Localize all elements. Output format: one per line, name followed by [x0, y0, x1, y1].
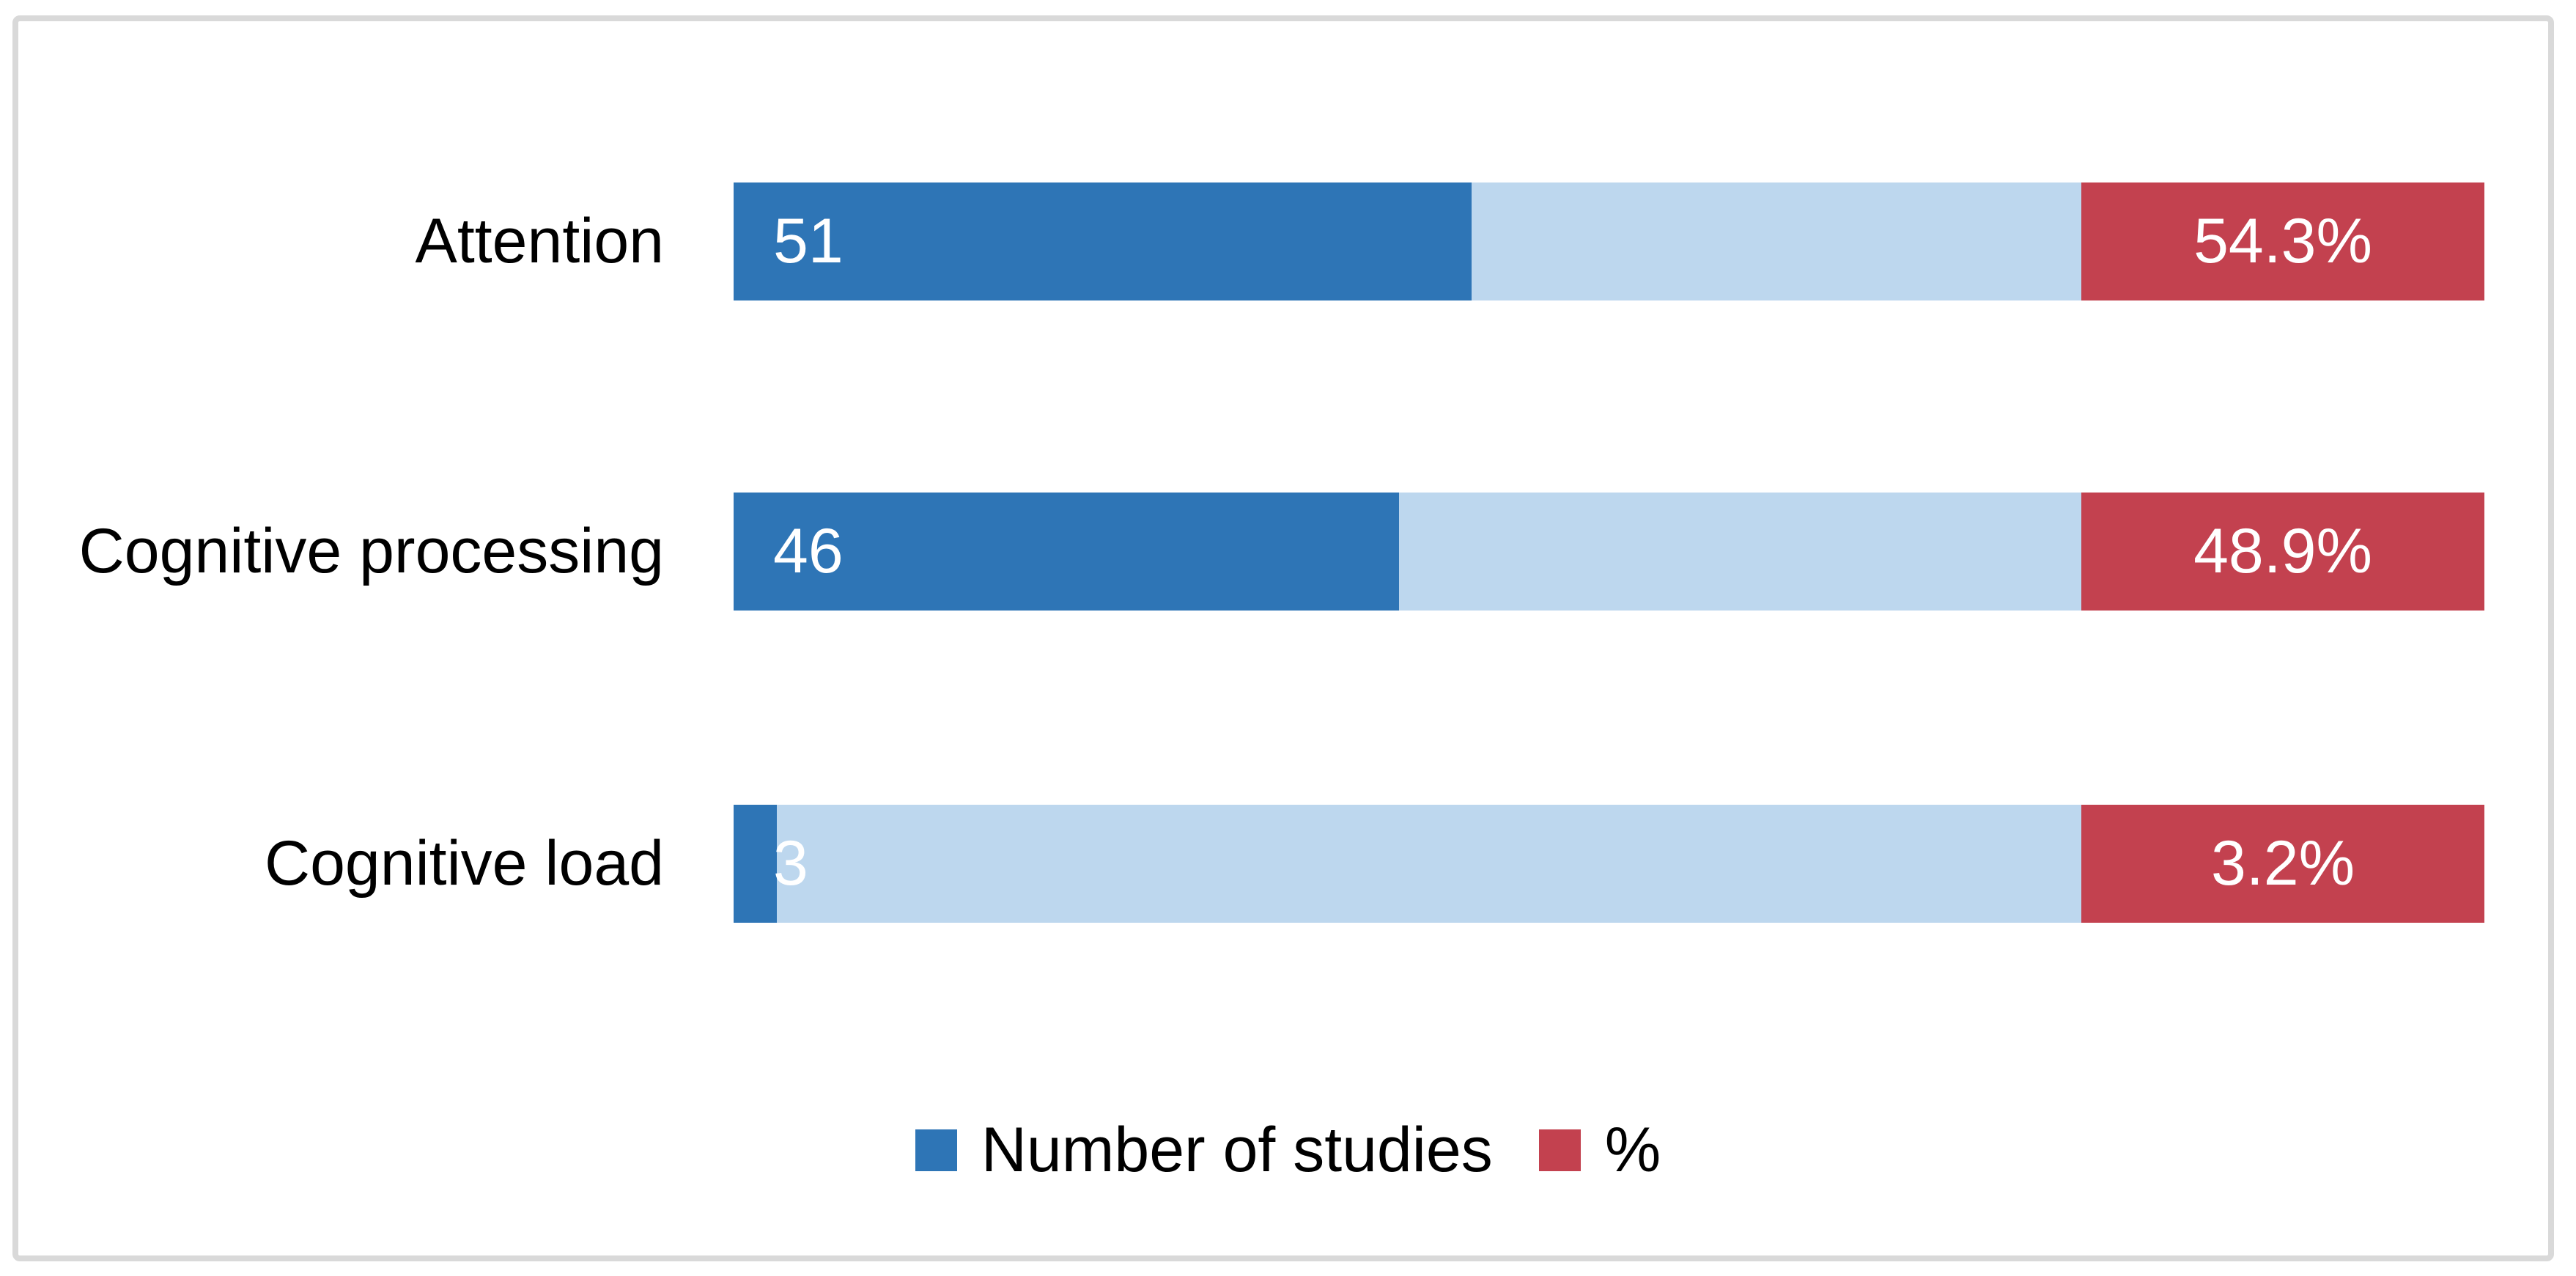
studies-value-label: 3	[773, 828, 808, 899]
category-label-attention: Attention	[415, 206, 664, 276]
bar-segment-studies	[734, 805, 778, 923]
legend-item-percent: %	[1538, 1114, 1661, 1187]
legend-item-number-of-studies: Number of studies	[915, 1114, 1493, 1187]
bar-attention: 54.3% 51	[734, 182, 2484, 300]
pct-value-label: 54.3%	[2193, 206, 2372, 276]
studies-value-label: 51	[773, 206, 844, 276]
bar-segment-pct: 3.2%	[2081, 805, 2484, 923]
legend: Number of studies %	[0, 1102, 2576, 1198]
bar-segment-pct: 54.3%	[2081, 182, 2484, 300]
category-label-cognitive-load: Cognitive load	[264, 828, 664, 899]
legend-swatch-percent	[1538, 1129, 1581, 1171]
bar-cognitive-load: 3.2% 3	[734, 805, 2484, 923]
bar-segment-studies	[734, 493, 1400, 611]
bar-cognitive-processing: 48.9% 46	[734, 493, 2484, 611]
legend-label-studies: Number of studies	[981, 1114, 1493, 1185]
pct-value-label: 3.2%	[2211, 828, 2355, 899]
category-label-cognitive-processing: Cognitive processing	[78, 516, 664, 586]
bar-segment-filler	[1399, 493, 2082, 611]
legend-label-percent: %	[1604, 1114, 1661, 1185]
studies-value-label: 46	[773, 516, 844, 586]
chart-row-attention: Attention 54.3% 51	[0, 182, 2576, 300]
bar-segment-pct: 48.9%	[2081, 493, 2484, 611]
chart-row-cognitive-processing: Cognitive processing 48.9% 46	[0, 493, 2576, 611]
chart-row-cognitive-load: Cognitive load 3.2% 3	[0, 805, 2576, 923]
pct-value-label: 48.9%	[2193, 516, 2372, 586]
bar-segment-studies	[734, 182, 1472, 300]
bar-segment-filler	[777, 805, 2082, 923]
bar-segment-filler	[1471, 182, 2082, 300]
legend-swatch-studies	[915, 1129, 957, 1171]
